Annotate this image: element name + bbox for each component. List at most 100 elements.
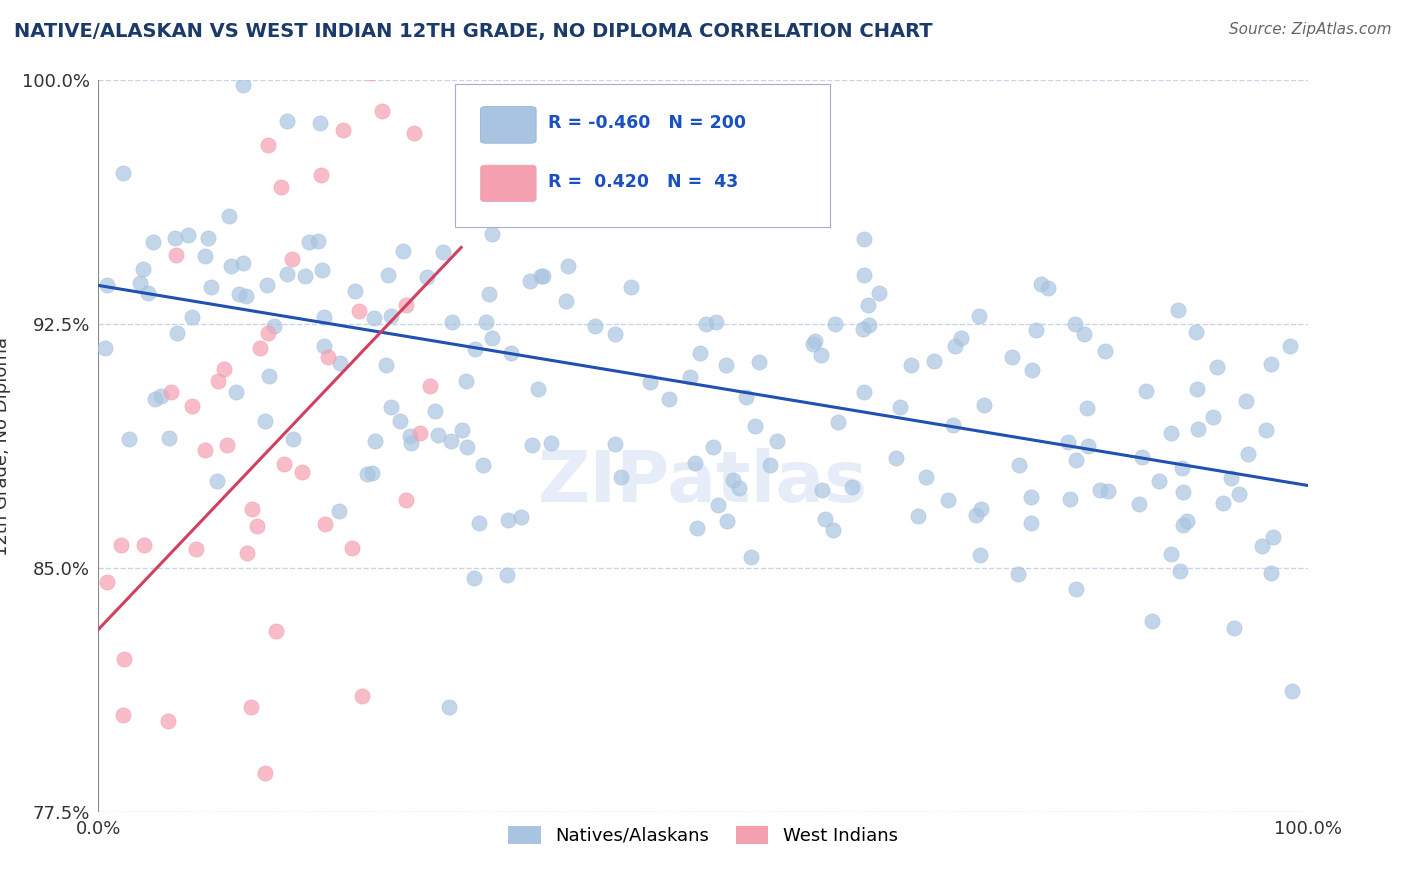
Point — [1171, 460, 1194, 475]
Point — [307, 234, 329, 248]
Point — [356, 467, 378, 482]
Point — [180, 310, 202, 324]
Point — [263, 318, 285, 333]
Point — [1007, 567, 1029, 582]
Point — [256, 326, 278, 341]
Point — [914, 469, 936, 483]
Point — [165, 248, 187, 262]
Point — [246, 518, 269, 533]
Point — [380, 401, 402, 415]
Point — [1212, 496, 1234, 510]
Point — [1076, 401, 1098, 416]
Point — [439, 434, 461, 449]
Point — [156, 714, 179, 728]
Point — [1001, 350, 1024, 364]
Point — [720, 196, 742, 211]
Point — [257, 138, 280, 153]
Point — [1031, 277, 1053, 292]
Point — [325, 8, 347, 22]
Point — [253, 414, 276, 428]
Point — [1185, 382, 1208, 396]
Point — [856, 298, 879, 312]
Point — [1140, 614, 1163, 628]
Legend: Natives/Alaskans, West Indians: Natives/Alaskans, West Indians — [499, 816, 907, 854]
Point — [488, 117, 510, 131]
Point — [1021, 362, 1043, 376]
Point — [758, 458, 780, 472]
Point — [221, 259, 243, 273]
Point — [605, 326, 627, 341]
Point — [217, 438, 239, 452]
Point — [1094, 343, 1116, 358]
Point — [704, 315, 727, 329]
Point — [347, 304, 370, 318]
Point — [1063, 317, 1085, 331]
Point — [149, 389, 172, 403]
Point — [886, 451, 908, 466]
Point — [1019, 516, 1042, 530]
Point — [361, 466, 384, 480]
Point — [165, 231, 187, 245]
Point — [471, 458, 494, 472]
Point — [360, 65, 382, 79]
Point — [236, 546, 259, 560]
Point — [1187, 422, 1209, 436]
Point — [228, 287, 250, 301]
Point — [1175, 514, 1198, 528]
Point — [1160, 425, 1182, 440]
Point — [1173, 485, 1195, 500]
Point — [388, 414, 411, 428]
Point — [1234, 393, 1257, 408]
Point — [399, 429, 422, 443]
Point — [371, 104, 394, 119]
Point — [107, 62, 129, 77]
Point — [973, 398, 995, 412]
Point — [342, 541, 364, 555]
Point — [166, 326, 188, 340]
Point — [1135, 384, 1157, 398]
Point — [211, 880, 233, 892]
Point — [418, 379, 440, 393]
Point — [592, 195, 614, 210]
Point — [810, 348, 832, 362]
Point — [332, 123, 354, 137]
Point — [1223, 621, 1246, 635]
Text: R = -0.460   N = 200: R = -0.460 N = 200 — [548, 114, 747, 132]
Point — [509, 510, 531, 524]
Point — [1149, 474, 1171, 488]
Point — [194, 442, 217, 457]
FancyBboxPatch shape — [456, 84, 830, 227]
Point — [256, 278, 278, 293]
Point — [868, 286, 890, 301]
Point — [159, 385, 181, 400]
Point — [766, 434, 789, 448]
Point — [132, 262, 155, 277]
Point — [1073, 326, 1095, 341]
Point — [949, 331, 972, 345]
Point — [136, 285, 159, 300]
Point — [1130, 450, 1153, 465]
Point — [685, 456, 707, 470]
Point — [395, 493, 418, 508]
Point — [437, 700, 460, 714]
Point — [531, 269, 554, 284]
Point — [557, 259, 579, 273]
Point — [821, 524, 844, 538]
Point — [853, 268, 876, 282]
Point — [1260, 357, 1282, 371]
Point — [527, 382, 550, 396]
Point — [740, 550, 762, 565]
Point — [922, 353, 945, 368]
Point — [118, 432, 141, 446]
Point — [205, 474, 228, 488]
Point — [415, 269, 437, 284]
Point — [658, 392, 681, 407]
Point — [129, 277, 152, 291]
Point — [364, 434, 387, 449]
Point — [1263, 530, 1285, 544]
Point — [329, 356, 352, 370]
Point — [298, 235, 321, 250]
Point — [942, 418, 965, 433]
Point — [1059, 492, 1081, 507]
Point — [270, 180, 292, 194]
